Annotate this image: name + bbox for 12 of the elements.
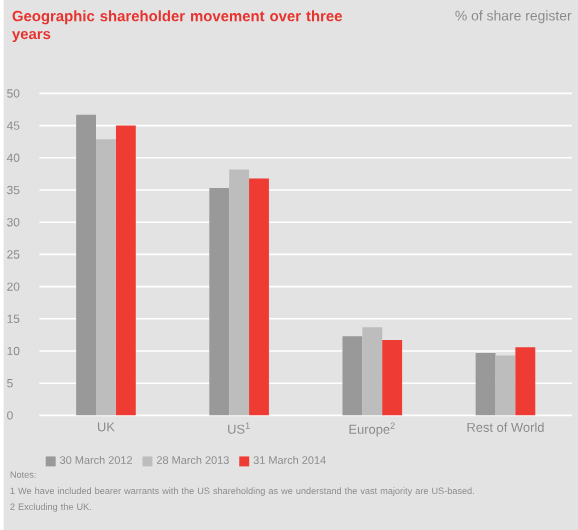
bar <box>475 352 496 416</box>
bar <box>342 335 363 416</box>
bar <box>362 326 383 416</box>
bar <box>209 187 230 416</box>
bar <box>76 114 97 416</box>
bar <box>515 346 536 416</box>
bar <box>229 169 250 416</box>
bar <box>249 178 269 416</box>
bar <box>382 339 403 416</box>
bar <box>495 355 516 416</box>
bar <box>115 125 136 416</box>
bar <box>96 138 116 416</box>
